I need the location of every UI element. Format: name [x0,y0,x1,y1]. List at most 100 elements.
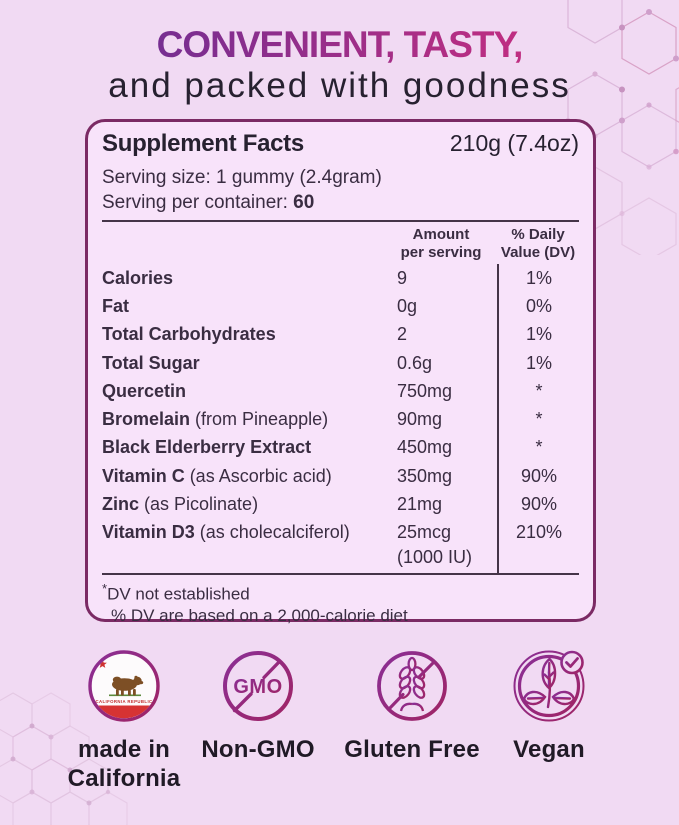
nutrient-name: Total Carbohydrates [102,324,397,345]
badge-label-line1: Non-GMO [201,736,315,763]
nutrient-note: (from Pineapple) [195,409,329,430]
serving-per-container-value: 60 [293,192,315,213]
nutrient-amount: 90mg [397,409,443,430]
nutrient-amount: 350mg [397,465,453,486]
divider [102,572,579,575]
badge-label-line1: Gluten Free [344,736,480,763]
badge-label-line1: made in [77,736,171,763]
gluten-free-icon [374,648,450,724]
nutrient-note: (as Ascorbic acid) [189,465,332,486]
badge-made-in-california: CALIFORNIA REPUBLIC made in California [57,648,191,793]
table-row: Calories 9 1% [102,264,579,293]
nutrient-name: Calories [102,268,397,289]
nutrient-amount: 750mg [397,380,453,401]
nutrient-name: Vitamin D3 (as cholecalciferol) [102,522,397,543]
nutrient-name: Fat [102,296,397,317]
facts-column-headers: Amount per serving % Daily Value (DV) [102,222,579,264]
nutrient-dv: 210% [497,518,579,547]
footnote-asterisk: * [102,580,108,596]
nutrient-amount-continuation: (1000 IU) [397,546,473,567]
table-row: Total Sugar 0.6g 1% [102,348,579,378]
nutrient-note: (as Picolinate) [144,494,259,515]
table-row: Bromelain (from Pineapple) 90mg * [102,405,579,434]
table-row: Total Carbohydrates 2 1% [102,320,579,349]
nutrient-label: Quercetin [102,380,187,401]
badge-label: Vegan [489,735,609,764]
nutrient-amount: 9 [397,267,408,288]
facts-title-row: Supplement Facts 210g (7.4oz) [102,130,579,164]
nutrient-label: Bromelain [102,409,191,430]
nutrient-label: Vitamin D3 [102,522,195,543]
badge-label-line1: Vegan [513,736,585,763]
badge-label: made in California [57,735,191,793]
hexagon-pattern-icon [0,692,128,825]
nutrient-note: (as cholecalciferol) [199,522,350,543]
nutrient-dv: * [497,377,579,406]
facts-title: Supplement Facts [102,130,304,157]
nutrient-label: Vitamin C [102,465,185,486]
supplement-facts-panel: Supplement Facts 210g (7.4oz) Serving si… [85,119,596,625]
nutrient-dv: 1% [497,320,579,349]
vegan-icon [511,648,587,724]
nutrient-label: Total Sugar [102,352,200,373]
table-row: Vitamin C (as Ascorbic acid) 350mg 90% [102,462,579,491]
nutrient-dv: 90% [497,462,579,491]
table-row: Quercetin 750mg * [102,377,579,406]
divider [102,220,579,222]
badge-gluten-free: Gluten Free [332,648,492,764]
nutrient-amount: 450mg [397,437,453,458]
column-header-amount-line2: per serving [400,244,482,261]
nutrient-amount: 21mg [397,494,443,515]
badge-vegan: Vegan [489,648,609,764]
nutrient-label: Calories [102,267,174,288]
badge-label-line2: California [67,765,181,792]
nutrient-name: Vitamin C (as Ascorbic acid) [102,466,397,487]
table-row: Zinc (as Picolinate) 21mg 90% [102,490,579,519]
nutrient-name: Zinc (as Picolinate) [102,494,397,515]
california-flag-icon: CALIFORNIA REPUBLIC [86,648,162,724]
nutrient-label: Black Elderberry Extract [102,437,312,458]
column-header-amount-line1: Amount [412,226,470,243]
headline-line2: and packed with goodness [108,66,571,105]
gmo-icon-text: GMO [233,676,282,698]
nutrient-name: Total Sugar [102,353,397,374]
headline-line1: CONVENIENT, TASTY, [0,24,679,66]
nutrient-label: Total Carbohydrates [102,324,276,345]
badge-non-gmo: GMO Non-GMO [191,648,325,764]
footnote-dv-text: DV not established [107,584,250,604]
badge-label: Gluten Free [332,735,492,764]
table-row: Fat 0g 0% [102,292,579,321]
serving-size: Serving size: 1 gummy (2.4gram) [102,167,382,188]
nutrient-name: Bromelain (from Pineapple) [102,409,397,430]
nutrient-amount: 0.6g [397,352,433,373]
nutrient-amount: 25mcg [397,522,452,543]
flag-caption: CALIFORNIA REPUBLIC [95,699,152,704]
column-header-dv: % Daily Value (DV) [497,226,579,264]
footnote-dv: *DV not established [102,578,579,605]
nutrient-dv: * [497,405,579,434]
nutrient-dv: * [497,433,579,463]
table-row: Black Elderberry Extract 450mg * [102,433,579,463]
nutrient-label: Zinc [102,494,140,515]
nutrient-dv: 1% [497,264,579,293]
table-row: Vitamin D3 (as cholecalciferol) 25mcg 210… [102,518,579,547]
serving-per-container-label: Serving per container: [102,192,294,213]
nutrient-dv: 0% [497,292,579,321]
nutrient-name: Quercetin [102,381,397,402]
nutrient-amount: 0g [397,295,418,316]
nutrient-label: Fat [102,295,129,316]
table-row-continuation: (1000 IU) [102,546,579,573]
nutrient-dv [497,546,579,573]
nutrient-name: Black Elderberry Extract [102,437,397,458]
badge-label: Non-GMO [191,735,325,764]
nutrient-dv: 90% [497,490,579,519]
serving-per-container: Serving per container: 60 [102,192,579,218]
nutrient-amount: 2 [397,324,408,345]
column-header-dv-line2: Value (DV) [500,244,576,261]
column-header-dv-line1: % Daily [511,226,565,243]
column-header-spacer [102,226,385,264]
nutrient-dv: 1% [497,348,579,378]
non-gmo-icon: GMO [220,648,296,724]
net-weight: 210g (7.4oz) [449,130,579,156]
